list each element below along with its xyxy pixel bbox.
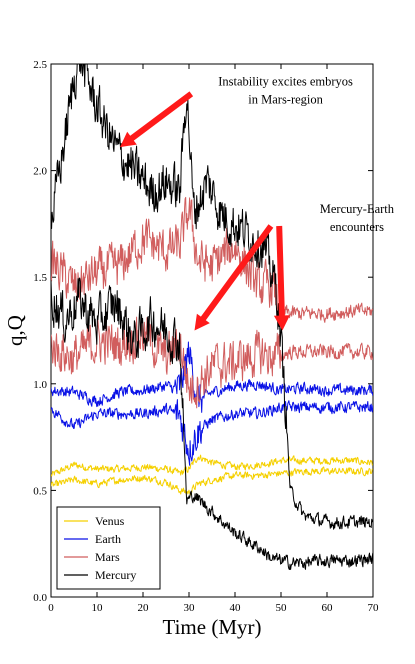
annotation-text-line: encounters — [330, 220, 384, 234]
y-tick-label: 0.5 — [33, 485, 47, 497]
tick-layer: 0 10 20 30 40 50 60 70 0.0 0.5 1.0 1.5 2.0 2.5 — [33, 59, 379, 614]
annotation-arrow — [120, 91, 194, 148]
series-line-venus-1 — [51, 454, 373, 477]
x-tick-label: 70 — [368, 602, 380, 614]
legend-label-earth: Earth — [95, 532, 121, 546]
y-tick-label: 1.5 — [33, 272, 47, 284]
y-tick-label: 2.0 — [33, 166, 47, 178]
x-tick-label: 40 — [230, 602, 242, 614]
x-tick-label: 10 — [92, 602, 104, 614]
series-line-mars-2 — [51, 316, 373, 409]
annotation-text-line: in Mars-region — [248, 92, 323, 106]
legend-label-mars: Mars — [95, 550, 120, 564]
annotation-arrow — [194, 224, 274, 331]
annotation-arrow — [273, 225, 290, 331]
x-tick-label: 20 — [138, 602, 150, 614]
y-axis-label: q,Q — [3, 315, 27, 346]
x-axis-label: Time (Myr) — [163, 615, 262, 639]
series-line-mars-1 — [51, 196, 373, 326]
series-mercury — [51, 64, 373, 570]
legend-label-mercury: Mercury — [95, 568, 136, 582]
x-tick-label: 0 — [48, 602, 54, 614]
y-tick-label: 1.0 — [33, 379, 47, 391]
series-mars — [51, 196, 373, 409]
annotation-1: Instability excites embryos in Mars-regio… — [120, 74, 353, 148]
series-line-earth-2 — [51, 399, 373, 466]
annotation-text-line: Mercury-Earth — [320, 202, 395, 216]
x-tick-label: 50 — [276, 602, 288, 614]
y-tick-label: 0.0 — [33, 592, 47, 604]
y-tick-label: 2.5 — [33, 59, 47, 71]
plot-area — [51, 64, 373, 570]
series-venus — [51, 454, 373, 496]
legend-label-venus: Venus — [95, 514, 125, 528]
series-line-earth-1 — [51, 341, 373, 413]
x-tick-label: 60 — [322, 602, 334, 614]
annotation-2: Mercury-Earth encounters — [194, 202, 395, 331]
series-earth — [51, 341, 373, 466]
plot-frame — [50, 63, 374, 598]
annotation-text-line: Instability excites embryos — [218, 74, 353, 88]
series-line-mercury-1 — [51, 64, 373, 530]
series-line-venus-2 — [51, 466, 373, 496]
legend: Venus Earth Mars Mercury — [56, 506, 161, 590]
x-tick-label: 30 — [184, 602, 196, 614]
annotation-layer: Instability excites embryos in Mars-regio… — [120, 74, 395, 331]
series-line-mercury-2 — [51, 277, 373, 570]
